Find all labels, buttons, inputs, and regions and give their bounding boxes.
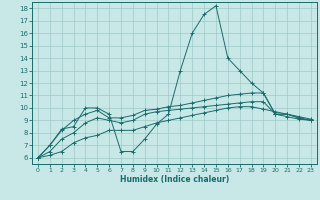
X-axis label: Humidex (Indice chaleur): Humidex (Indice chaleur) <box>120 175 229 184</box>
